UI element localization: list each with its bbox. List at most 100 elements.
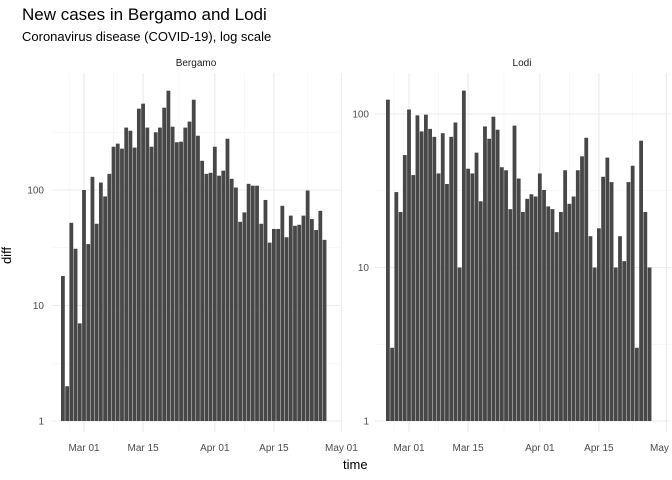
bar bbox=[470, 173, 475, 421]
panel-lodi: Lodi 1 10 100 Mar 01 Mar 15 Apr 01 Apr 15 May 01 bbox=[352, 58, 672, 454]
bar bbox=[491, 116, 496, 421]
chart-title: New cases in Bergamo and Lodi bbox=[22, 5, 267, 24]
bar bbox=[221, 170, 226, 421]
bar bbox=[618, 236, 622, 421]
bar bbox=[305, 190, 310, 421]
bar bbox=[103, 196, 107, 421]
bar bbox=[466, 168, 470, 421]
bar bbox=[563, 170, 568, 421]
bar bbox=[474, 152, 479, 421]
bar bbox=[592, 267, 597, 421]
bar bbox=[158, 127, 162, 421]
bar bbox=[525, 198, 530, 421]
bar bbox=[272, 228, 276, 421]
bar bbox=[390, 347, 395, 421]
bar bbox=[204, 173, 209, 421]
facet-strip-label: Lodi bbox=[513, 58, 532, 69]
bar bbox=[407, 109, 411, 421]
bar bbox=[309, 219, 314, 421]
bar bbox=[402, 155, 407, 421]
bar bbox=[322, 239, 327, 421]
bar bbox=[559, 211, 563, 421]
bar bbox=[449, 136, 454, 421]
bar bbox=[153, 132, 158, 422]
bar bbox=[107, 173, 112, 421]
y-tick-label: 10 bbox=[358, 263, 370, 274]
bar bbox=[149, 146, 154, 422]
bar bbox=[200, 160, 205, 421]
bar bbox=[597, 228, 601, 421]
bar bbox=[457, 267, 462, 421]
bar bbox=[394, 192, 399, 421]
bar bbox=[630, 165, 635, 421]
bar bbox=[183, 127, 188, 421]
bar bbox=[440, 133, 445, 421]
bar bbox=[196, 135, 200, 422]
x-tick-label: May 01 bbox=[650, 443, 672, 454]
bar bbox=[521, 211, 525, 421]
bar bbox=[483, 126, 487, 422]
bar bbox=[179, 141, 183, 421]
bar bbox=[386, 99, 390, 421]
bar bbox=[432, 136, 437, 421]
bar bbox=[145, 127, 150, 421]
y-tick-label: 1 bbox=[38, 417, 44, 428]
bar bbox=[120, 148, 124, 422]
bar bbox=[567, 203, 572, 421]
bar bbox=[191, 99, 196, 422]
bar bbox=[250, 185, 255, 421]
bar bbox=[461, 90, 466, 421]
bar bbox=[478, 201, 483, 421]
x-tick-label: Apr 15 bbox=[259, 443, 289, 454]
bar bbox=[166, 90, 171, 421]
y-axis-label: diff bbox=[0, 246, 15, 265]
bar bbox=[293, 225, 297, 421]
bar bbox=[276, 228, 281, 421]
y-tick-label: 100 bbox=[352, 110, 369, 121]
bar bbox=[516, 178, 521, 421]
bar bbox=[499, 167, 504, 421]
bar bbox=[217, 175, 221, 421]
bar bbox=[601, 176, 606, 421]
y-tick-label: 100 bbox=[27, 186, 44, 197]
bar bbox=[234, 187, 238, 421]
bar bbox=[115, 143, 120, 421]
bar bbox=[419, 131, 424, 421]
x-tick-label: Mar 15 bbox=[453, 443, 485, 454]
x-axis-label: time bbox=[343, 457, 368, 472]
bar bbox=[643, 211, 648, 421]
bar bbox=[82, 190, 86, 421]
bar bbox=[436, 173, 441, 421]
bar bbox=[584, 137, 589, 421]
bar bbox=[61, 276, 65, 421]
bar bbox=[314, 230, 318, 421]
bar bbox=[318, 210, 323, 421]
bar bbox=[255, 185, 259, 421]
bar bbox=[542, 189, 546, 421]
bar bbox=[128, 130, 133, 421]
bar bbox=[225, 138, 230, 421]
bar bbox=[208, 172, 213, 421]
bar bbox=[65, 386, 70, 421]
bar bbox=[280, 205, 285, 421]
bar bbox=[73, 248, 78, 421]
bar bbox=[398, 211, 403, 421]
bar bbox=[297, 224, 302, 421]
x-tick-label: Mar 01 bbox=[68, 443, 100, 454]
x-tick-label: Apr 01 bbox=[525, 443, 555, 454]
bar bbox=[546, 206, 551, 421]
bar bbox=[259, 223, 264, 421]
bar bbox=[445, 183, 449, 421]
bar bbox=[504, 170, 508, 421]
x-tick-label: Mar 01 bbox=[393, 443, 425, 454]
bar bbox=[90, 176, 95, 421]
bar bbox=[301, 215, 306, 421]
bar bbox=[132, 147, 137, 422]
bar bbox=[508, 209, 513, 421]
bar bbox=[550, 209, 555, 421]
bar bbox=[580, 156, 584, 421]
bar bbox=[512, 125, 517, 421]
x-tick-label: Apr 15 bbox=[584, 443, 614, 454]
bar bbox=[124, 127, 129, 421]
bar bbox=[94, 223, 99, 421]
